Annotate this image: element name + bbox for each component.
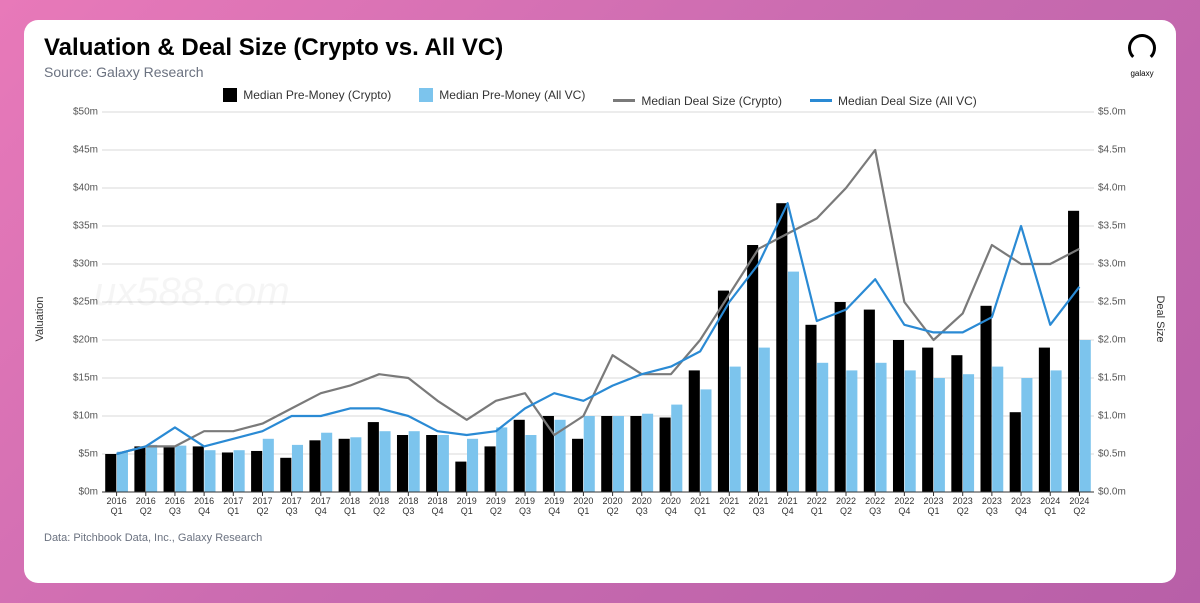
y-left-tick: $40m <box>73 182 98 193</box>
x-axis-label: 2017 Q4 <box>306 496 335 518</box>
legend-label: Median Deal Size (Crypto) <box>641 94 782 108</box>
x-axis-label: 2023 Q2 <box>948 496 977 518</box>
y-right-tick: $1.5m <box>1098 372 1126 383</box>
x-axis-label: 2023 Q4 <box>1006 496 1035 518</box>
x-axis-label: 2021 Q3 <box>744 496 773 518</box>
y-left-tick: $10m <box>73 410 98 421</box>
y-right-tick: $4.5m <box>1098 144 1126 155</box>
legend-item: Median Pre-Money (All VC) <box>419 88 585 102</box>
x-axis-label: 2022 Q1 <box>802 496 831 518</box>
x-axis-label: 2018 Q2 <box>365 496 394 518</box>
x-axis-label: 2020 Q3 <box>627 496 656 518</box>
y-left-tick: $25m <box>73 296 98 307</box>
legend-item: Median Deal Size (All VC) <box>810 94 977 108</box>
x-axis-label: 2017 Q1 <box>219 496 248 518</box>
legend-item: Median Deal Size (Crypto) <box>613 94 782 108</box>
legend-label: Median Deal Size (All VC) <box>838 94 977 108</box>
x-axis-label: 2016 Q2 <box>131 496 160 518</box>
y-left-tick: $35m <box>73 220 98 231</box>
y-right-tick: $3.0m <box>1098 258 1126 269</box>
x-axis-label: 2024 Q1 <box>1036 496 1065 518</box>
y-left-tick: $45m <box>73 144 98 155</box>
x-axis-label: 2022 Q3 <box>861 496 890 518</box>
x-axis-label: 2016 Q3 <box>160 496 189 518</box>
x-axis-label: 2019 Q3 <box>510 496 539 518</box>
x-axis-label: 2017 Q3 <box>277 496 306 518</box>
x-axis-label: 2019 Q2 <box>481 496 510 518</box>
x-axis-label: 2016 Q1 <box>102 496 131 518</box>
x-axis-label: 2018 Q4 <box>423 496 452 518</box>
y-right-tick: $0.5m <box>1098 448 1126 459</box>
x-axis-label: 2023 Q3 <box>977 496 1006 518</box>
chart-subtitle: Source: Galaxy Research <box>44 64 1156 80</box>
y-left-tick: $5m <box>79 448 98 459</box>
legend-line <box>810 99 832 102</box>
x-axis-label: 2016 Q4 <box>190 496 219 518</box>
y-right-tick: $0.0m <box>1098 486 1126 497</box>
legend-label: Median Pre-Money (All VC) <box>439 88 585 102</box>
y-right-tick: $4.0m <box>1098 182 1126 193</box>
y-left-tick: $30m <box>73 258 98 269</box>
x-axis-label: 2020 Q2 <box>598 496 627 518</box>
x-axis-label: 2019 Q1 <box>452 496 481 518</box>
y-right-tick: $3.5m <box>1098 220 1126 231</box>
x-axis-label: 2021 Q1 <box>686 496 715 518</box>
x-axis-label: 2023 Q1 <box>919 496 948 518</box>
plot-area: $0m$5m$10m$15m$20m$25m$30m$35m$40m$45m$5… <box>102 112 1094 526</box>
y-left-tick: $20m <box>73 334 98 345</box>
y-axis-right-label: Deal Size <box>1154 295 1166 342</box>
x-axis-label: 2018 Q3 <box>394 496 423 518</box>
chart-title: Valuation & Deal Size (Crypto vs. All VC… <box>44 34 1156 62</box>
galaxy-logo: galaxy <box>1128 34 1156 78</box>
x-axis-label: 2020 Q4 <box>656 496 685 518</box>
x-axis-label: 2021 Q2 <box>715 496 744 518</box>
y-right-tick: $1.0m <box>1098 410 1126 421</box>
legend-line <box>613 99 635 102</box>
y-left-tick: $0m <box>79 486 98 497</box>
galaxy-logo-icon <box>1128 34 1156 62</box>
chart-legend: Median Pre-Money (Crypto) Median Pre-Mone… <box>44 88 1156 108</box>
y-right-tick: $2.5m <box>1098 296 1126 307</box>
x-axis-label: 2024 Q2 <box>1065 496 1094 518</box>
legend-swatch <box>223 88 237 102</box>
x-axis-label: 2017 Q2 <box>248 496 277 518</box>
y-right-tick: $5.0m <box>1098 106 1126 117</box>
x-axis-label: 2020 Q1 <box>569 496 598 518</box>
x-axis-label: 2018 Q1 <box>335 496 364 518</box>
x-axis-label: 2019 Q4 <box>540 496 569 518</box>
legend-label: Median Pre-Money (Crypto) <box>243 88 391 102</box>
x-axis-label: 2021 Q4 <box>773 496 802 518</box>
galaxy-logo-text: galaxy <box>1128 69 1156 78</box>
x-axis-label: 2022 Q4 <box>890 496 919 518</box>
chart-card: galaxy Valuation & Deal Size (Crypto vs.… <box>24 20 1176 583</box>
legend-swatch <box>419 88 433 102</box>
y-right-tick: $2.0m <box>1098 334 1126 345</box>
chart-footer: Data: Pitchbook Data, Inc., Galaxy Resea… <box>44 532 1156 544</box>
y-axis-left-label: Valuation <box>34 296 46 341</box>
y-left-tick: $15m <box>73 372 98 383</box>
y-left-tick: $50m <box>73 106 98 117</box>
legend-item: Median Pre-Money (Crypto) <box>223 88 391 102</box>
x-axis-label: 2022 Q2 <box>831 496 860 518</box>
